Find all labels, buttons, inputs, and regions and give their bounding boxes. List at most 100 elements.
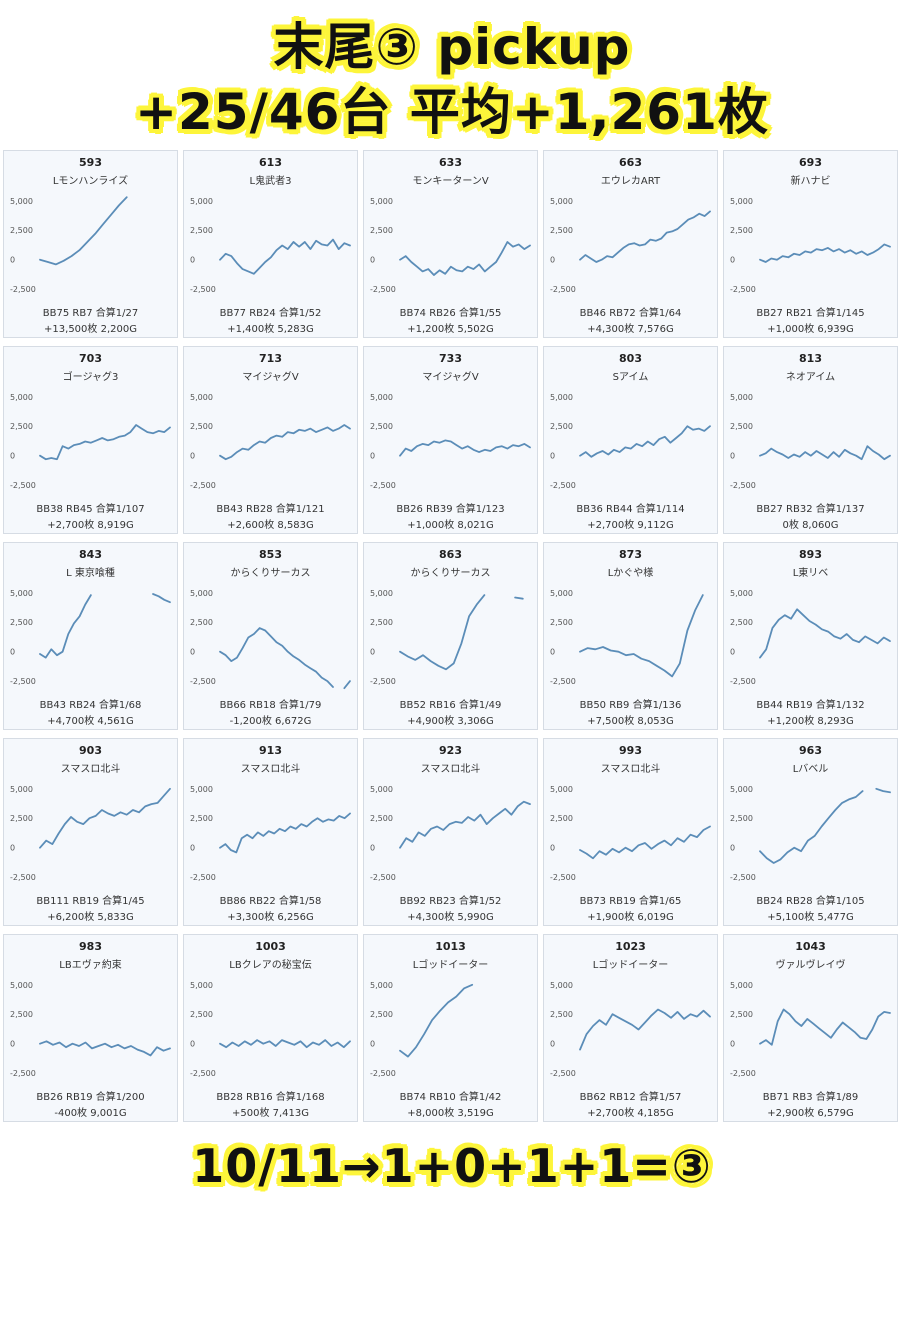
y-tick-label: -2,500	[730, 285, 756, 294]
line-chart: 5,000 2,500 0 -2,500	[550, 197, 711, 294]
machine-number: 923	[439, 744, 462, 757]
line-chart: 5,000 2,500 0 -2,500	[190, 393, 351, 490]
machine-name: LBエヴァ約束	[59, 960, 122, 971]
y-tick-label: 0	[370, 1040, 375, 1049]
y-tick-label: 5,000	[10, 981, 33, 990]
line-chart: 5,000 2,500 0 -2,500	[730, 589, 891, 686]
result-stats: +2,600枚 8,583G	[227, 520, 314, 531]
series-line	[39, 424, 171, 461]
y-tick-label: -2,500	[730, 677, 756, 686]
chart-panel: 843 L 東京喰種 5,000 2,500 0 -2,500 BB43 RB24 合算1/…	[3, 542, 178, 730]
result-stats: +2,700枚 8,919G	[47, 520, 134, 531]
chart-panel: 703 ゴージャグ3 5,000 2,500 0 -2,500 BB38 RB45 合算1/…	[3, 346, 178, 534]
machine-number: 593	[79, 156, 102, 169]
machine-name: 新ハナビ	[790, 176, 831, 187]
machine-number: 843	[79, 548, 102, 561]
line-chart: 5,000 2,500 0 -2,500	[370, 981, 474, 1078]
machine-number: 913	[259, 744, 282, 757]
y-tick-label: 5,000	[10, 589, 33, 598]
chart-panel: 863 からくりサーカス 5,000 2,500 0 -2,500 BB52 RB16 合算…	[363, 542, 538, 730]
bonus-stats: BB28 RB16 合算1/168	[216, 1092, 325, 1103]
series-line	[759, 790, 864, 864]
result-stats: +1,900枚 6,019G	[587, 912, 674, 923]
y-tick-label: 0	[10, 844, 15, 853]
machine-name: ネオアイム	[785, 372, 836, 383]
line-chart: 5,000 2,500 0 -2,500	[370, 197, 531, 294]
result-stats: +1,200枚 8,293G	[767, 716, 854, 727]
line-chart: 5,000 2,500 0 -2,500	[370, 393, 531, 490]
series-line	[39, 594, 92, 659]
bonus-stats: BB24 RB28 合算1/105	[756, 896, 865, 907]
chart-panel: 1013 Lゴッドイーター 5,000 2,500 0 -2,500 BB74 RB10 合…	[363, 934, 538, 1122]
machine-number: 903	[79, 744, 102, 757]
machine-name: Lかぐや様	[607, 568, 654, 579]
result-stats: +2,900枚 6,579G	[767, 1108, 854, 1119]
machine-name: マイジャグV	[242, 372, 299, 383]
y-tick-label: 0	[190, 452, 195, 461]
line-chart: 5,000 2,500 0 -2,500	[10, 589, 171, 686]
result-stats: +2,700枚 4,185G	[587, 1108, 674, 1119]
machine-name: スマスロ北斗	[240, 764, 301, 775]
y-tick-label: 0	[730, 1040, 735, 1049]
machine-number: 733	[439, 352, 462, 365]
y-tick-label: 2,500	[190, 814, 213, 823]
chart-panel: 1023 Lゴッドイーター 5,000 2,500 0 -2,500 BB62 RB12 合…	[543, 934, 718, 1122]
machine-number: 803	[619, 352, 642, 365]
line-chart: 5,000 2,500 0 -2,500	[730, 197, 891, 294]
y-tick-label: 5,000	[550, 981, 573, 990]
machine-number: 863	[439, 548, 462, 561]
y-tick-label: 2,500	[730, 1010, 753, 1019]
chart-panel: 893 L東リベ 5,000 2,500 0 -2,500 BB44 RB19 合算1/13…	[723, 542, 898, 730]
bonus-stats: BB36 RB44 合算1/114	[576, 504, 685, 515]
machine-number: 1003	[255, 940, 286, 953]
y-tick-label: 5,000	[190, 785, 213, 794]
machine-name: ゴージャグ3	[62, 372, 119, 383]
y-tick-label: -2,500	[730, 1069, 756, 1078]
chart-panel: 593 Lモンハンライズ 5,000 2,500 0 -2,500 BB75 RB7 合算1…	[3, 150, 178, 338]
bonus-stats: BB46 RB72 合算1/64	[579, 308, 682, 319]
y-tick-label: 5,000	[10, 197, 33, 206]
y-tick-label: -2,500	[370, 677, 396, 686]
machine-number: 703	[79, 352, 102, 365]
result-stats: +4,900枚 3,306G	[407, 716, 494, 727]
series-line	[39, 1040, 171, 1057]
y-tick-label: 5,000	[190, 981, 213, 990]
y-tick-label: 5,000	[550, 589, 573, 598]
bonus-stats: BB75 RB7 合算1/27	[42, 308, 139, 319]
bonus-stats: BB74 RB10 合算1/42	[399, 1092, 502, 1103]
y-tick-label: 2,500	[370, 814, 393, 823]
y-tick-label: 2,500	[730, 422, 753, 431]
y-tick-label: 0	[370, 256, 375, 265]
y-tick-label: 0	[730, 844, 735, 853]
y-tick-label: -2,500	[190, 1069, 216, 1078]
result-stats: +7,500枚 8,053G	[587, 716, 674, 727]
machine-number: 813	[799, 352, 822, 365]
bonus-stats: BB27 RB32 合算1/137	[756, 504, 865, 515]
machine-name: マイジャグV	[422, 372, 479, 383]
chart-panel: 613 L鬼武者3 5,000 2,500 0 -2,500 BB77 RB24 合算1/5…	[183, 150, 358, 338]
line-chart: 5,000 2,500 0 -2,500	[730, 981, 891, 1078]
machine-name: スマスロ北斗	[600, 764, 661, 775]
y-tick-label: 0	[730, 256, 735, 265]
y-tick-label: -2,500	[370, 481, 396, 490]
y-tick-label: -2,500	[190, 481, 216, 490]
bonus-stats: BB50 RB9 合算1/136	[579, 700, 682, 711]
result-stats: +13,500枚 2,200G	[44, 324, 137, 335]
chart-panel: 633 モンキーターンV 5,000 2,500 0 -2,500 BB74 RB26 合算…	[363, 150, 538, 338]
series-line	[759, 445, 891, 461]
series-line	[39, 196, 128, 266]
line-chart: 5,000 2,500 0 -2,500	[550, 785, 711, 882]
series-line	[759, 1008, 891, 1046]
y-tick-label: 5,000	[730, 393, 753, 402]
result-stats: -400枚 9,001G	[54, 1108, 127, 1119]
machine-number: 1013	[435, 940, 466, 953]
bonus-stats: BB43 RB28 合算1/121	[216, 504, 325, 515]
bonus-stats: BB62 RB12 合算1/57	[579, 1092, 682, 1103]
line-chart: 5,000 2,500 0 -2,500	[190, 197, 351, 294]
y-tick-label: 0	[550, 452, 555, 461]
result-stats: +5,100枚 5,477G	[767, 912, 854, 923]
machine-number: 963	[799, 744, 822, 757]
line-chart: 5,000 2,500 0 -2,500	[730, 785, 891, 882]
chart-grid: 593 Lモンハンライズ 5,000 2,500 0 -2,500 BB75 RB7 合算1…	[3, 150, 898, 1318]
y-tick-label: 2,500	[10, 618, 33, 627]
